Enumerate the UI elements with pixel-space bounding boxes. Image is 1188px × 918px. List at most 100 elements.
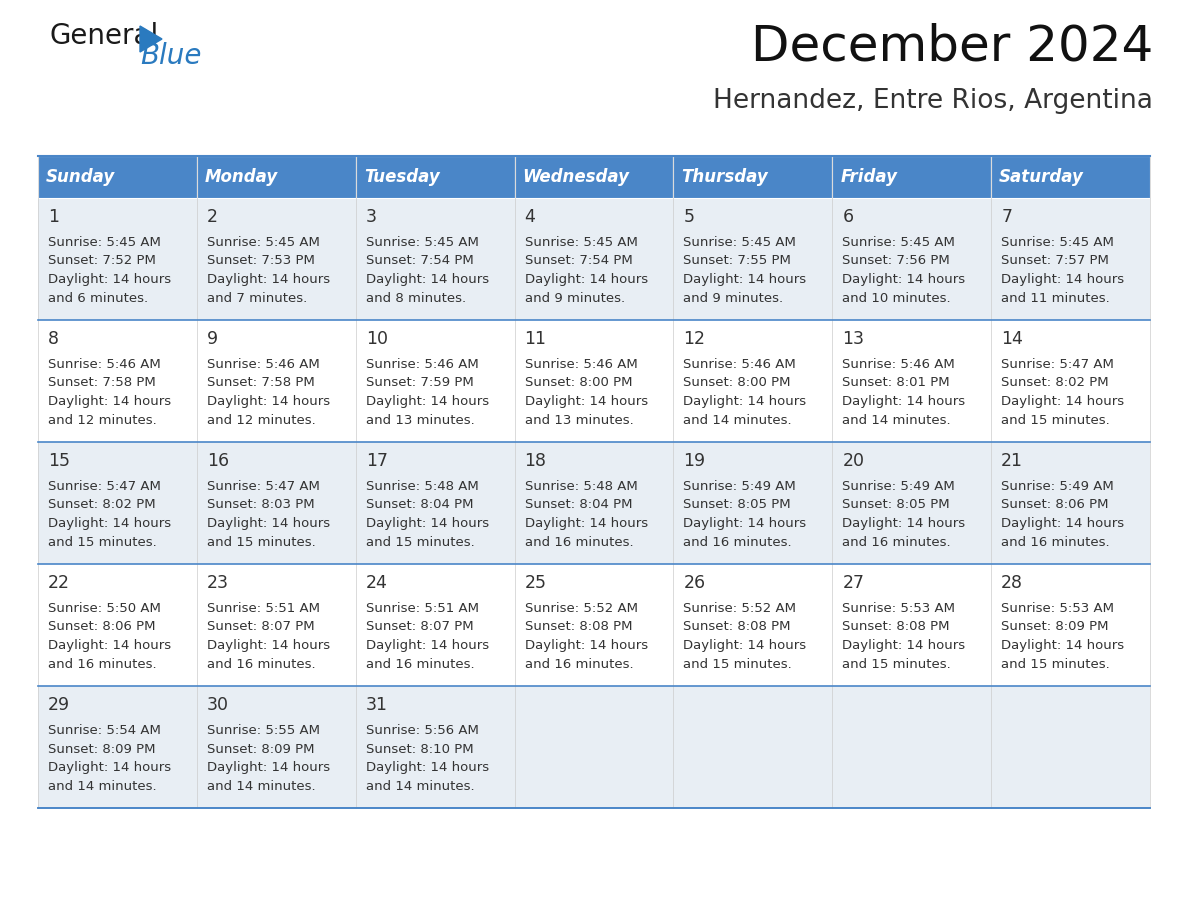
Text: 21: 21	[1001, 452, 1023, 470]
Bar	[514, 156, 674, 198]
Text: Daylight: 14 hours: Daylight: 14 hours	[842, 273, 966, 286]
Text: Daylight: 14 hours: Daylight: 14 hours	[683, 395, 807, 408]
Text: Daylight: 14 hours: Daylight: 14 hours	[842, 395, 966, 408]
Text: Sunset: 8:04 PM: Sunset: 8:04 PM	[366, 498, 473, 511]
Text: Daylight: 14 hours: Daylight: 14 hours	[366, 639, 488, 652]
Text: and 16 minutes.: and 16 minutes.	[48, 657, 157, 670]
Text: Sunset: 8:09 PM: Sunset: 8:09 PM	[48, 743, 156, 756]
Text: Sunrise: 5:53 AM: Sunrise: 5:53 AM	[842, 602, 955, 615]
Text: Sunrise: 5:56 AM: Sunrise: 5:56 AM	[366, 724, 479, 737]
Text: Daylight: 14 hours: Daylight: 14 hours	[525, 517, 647, 530]
Text: Sunset: 7:57 PM: Sunset: 7:57 PM	[1001, 254, 1110, 267]
Text: 3: 3	[366, 208, 377, 226]
Text: 5: 5	[683, 208, 695, 226]
Text: 30: 30	[207, 696, 229, 714]
Text: and 16 minutes.: and 16 minutes.	[525, 657, 633, 670]
Text: Sunset: 7:54 PM: Sunset: 7:54 PM	[525, 254, 632, 267]
Text: Daylight: 14 hours: Daylight: 14 hours	[207, 517, 330, 530]
Text: Sunset: 8:00 PM: Sunset: 8:00 PM	[683, 376, 791, 389]
Text: 7: 7	[1001, 208, 1012, 226]
Text: and 16 minutes.: and 16 minutes.	[683, 535, 792, 548]
Text: Sunset: 8:09 PM: Sunset: 8:09 PM	[207, 743, 315, 756]
Text: and 9 minutes.: and 9 minutes.	[525, 292, 625, 305]
Text: Sunrise: 5:54 AM: Sunrise: 5:54 AM	[48, 724, 160, 737]
Text: and 15 minutes.: and 15 minutes.	[48, 535, 157, 548]
Text: and 14 minutes.: and 14 minutes.	[366, 779, 474, 792]
Text: and 15 minutes.: and 15 minutes.	[366, 535, 474, 548]
Text: and 15 minutes.: and 15 minutes.	[683, 657, 792, 670]
Text: and 12 minutes.: and 12 minutes.	[48, 413, 157, 427]
Text: Sunset: 8:10 PM: Sunset: 8:10 PM	[366, 743, 473, 756]
Text: Sunset: 8:04 PM: Sunset: 8:04 PM	[525, 498, 632, 511]
Text: and 16 minutes.: and 16 minutes.	[842, 535, 950, 548]
Text: and 9 minutes.: and 9 minutes.	[683, 292, 784, 305]
Text: Sunset: 8:05 PM: Sunset: 8:05 PM	[683, 498, 791, 511]
Text: Sunset: 7:58 PM: Sunset: 7:58 PM	[207, 376, 315, 389]
Text: Sunset: 8:07 PM: Sunset: 8:07 PM	[366, 621, 473, 633]
Text: 31: 31	[366, 696, 387, 714]
Text: Sunset: 7:54 PM: Sunset: 7:54 PM	[366, 254, 474, 267]
Text: and 10 minutes.: and 10 minutes.	[842, 292, 950, 305]
Bar	[38, 320, 1150, 442]
Text: Sunrise: 5:46 AM: Sunrise: 5:46 AM	[683, 358, 796, 371]
Bar	[197, 156, 355, 198]
Text: Daylight: 14 hours: Daylight: 14 hours	[842, 517, 966, 530]
Text: Daylight: 14 hours: Daylight: 14 hours	[366, 273, 488, 286]
Bar	[38, 686, 1150, 808]
Text: Sunday: Sunday	[46, 168, 115, 186]
Text: and 14 minutes.: and 14 minutes.	[207, 779, 316, 792]
Text: Sunrise: 5:45 AM: Sunrise: 5:45 AM	[48, 236, 160, 249]
Text: and 8 minutes.: and 8 minutes.	[366, 292, 466, 305]
Text: Sunrise: 5:52 AM: Sunrise: 5:52 AM	[525, 602, 638, 615]
Text: Sunrise: 5:48 AM: Sunrise: 5:48 AM	[366, 480, 479, 493]
Text: December 2024: December 2024	[751, 22, 1154, 70]
Text: 6: 6	[842, 208, 853, 226]
Text: 9: 9	[207, 330, 217, 348]
Text: and 15 minutes.: and 15 minutes.	[207, 535, 316, 548]
Text: 26: 26	[683, 574, 706, 592]
Text: Saturday: Saturday	[999, 168, 1083, 186]
Text: Sunset: 8:08 PM: Sunset: 8:08 PM	[683, 621, 791, 633]
Text: Sunset: 8:08 PM: Sunset: 8:08 PM	[842, 621, 949, 633]
Text: and 13 minutes.: and 13 minutes.	[366, 413, 474, 427]
Text: and 15 minutes.: and 15 minutes.	[1001, 657, 1110, 670]
Text: Sunrise: 5:55 AM: Sunrise: 5:55 AM	[207, 724, 320, 737]
Bar	[38, 156, 197, 198]
Text: 8: 8	[48, 330, 59, 348]
Text: Sunset: 7:56 PM: Sunset: 7:56 PM	[842, 254, 950, 267]
Text: Sunrise: 5:45 AM: Sunrise: 5:45 AM	[366, 236, 479, 249]
Text: and 16 minutes.: and 16 minutes.	[1001, 535, 1110, 548]
Text: Monday: Monday	[204, 168, 278, 186]
Text: 1: 1	[48, 208, 59, 226]
Text: 25: 25	[525, 574, 546, 592]
Text: 18: 18	[525, 452, 546, 470]
Text: Sunset: 8:00 PM: Sunset: 8:00 PM	[525, 376, 632, 389]
Text: and 14 minutes.: and 14 minutes.	[842, 413, 950, 427]
Text: Hernandez, Entre Rios, Argentina: Hernandez, Entre Rios, Argentina	[713, 88, 1154, 114]
Text: 23: 23	[207, 574, 229, 592]
Text: General: General	[50, 22, 159, 50]
Text: Sunset: 7:55 PM: Sunset: 7:55 PM	[683, 254, 791, 267]
Text: Sunrise: 5:47 AM: Sunrise: 5:47 AM	[1001, 358, 1114, 371]
Text: 19: 19	[683, 452, 706, 470]
Text: 28: 28	[1001, 574, 1023, 592]
Bar	[674, 156, 833, 198]
Bar	[38, 564, 1150, 686]
Text: Sunrise: 5:46 AM: Sunrise: 5:46 AM	[366, 358, 479, 371]
Text: Sunrise: 5:49 AM: Sunrise: 5:49 AM	[1001, 480, 1114, 493]
Text: Daylight: 14 hours: Daylight: 14 hours	[525, 395, 647, 408]
Text: 13: 13	[842, 330, 865, 348]
Text: and 15 minutes.: and 15 minutes.	[1001, 413, 1110, 427]
Text: Sunrise: 5:47 AM: Sunrise: 5:47 AM	[48, 480, 160, 493]
Bar	[38, 198, 1150, 320]
Text: Sunset: 8:03 PM: Sunset: 8:03 PM	[207, 498, 315, 511]
Text: Sunset: 8:06 PM: Sunset: 8:06 PM	[1001, 498, 1108, 511]
Text: 27: 27	[842, 574, 865, 592]
Text: and 16 minutes.: and 16 minutes.	[366, 657, 474, 670]
Text: Daylight: 14 hours: Daylight: 14 hours	[683, 273, 807, 286]
Text: Thursday: Thursday	[682, 168, 769, 186]
Text: Daylight: 14 hours: Daylight: 14 hours	[1001, 273, 1124, 286]
Text: and 16 minutes.: and 16 minutes.	[207, 657, 316, 670]
Bar	[991, 156, 1150, 198]
Text: Sunset: 8:02 PM: Sunset: 8:02 PM	[1001, 376, 1108, 389]
